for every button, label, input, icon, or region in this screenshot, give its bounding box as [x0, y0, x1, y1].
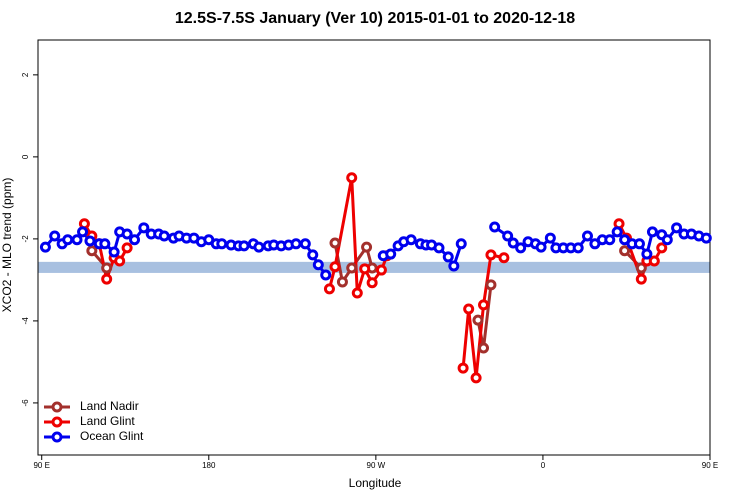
- legend-label: Land Glint: [80, 414, 135, 428]
- data-point: [77, 226, 89, 238]
- data-point: [312, 259, 324, 271]
- data-point: [535, 241, 547, 253]
- legend-label: Land Nadir: [80, 399, 139, 413]
- data-point: [121, 228, 133, 240]
- data-point: [62, 234, 74, 246]
- data-point: [478, 299, 490, 311]
- data-point: [121, 242, 133, 254]
- data-point: [507, 237, 519, 249]
- data-point: [108, 246, 120, 258]
- data-point: [290, 238, 302, 250]
- data-point: [138, 222, 150, 234]
- data-point: [158, 230, 170, 242]
- data-point: [656, 242, 668, 254]
- data-point: [39, 241, 51, 253]
- y-tick-label: 0: [21, 154, 30, 159]
- data-point: [442, 251, 454, 263]
- x-tick-label: 0: [541, 461, 546, 470]
- legend-marker: [51, 431, 63, 443]
- data-point: [470, 372, 482, 384]
- plot-frame: [37, 39, 711, 456]
- data-point: [489, 221, 501, 233]
- data-point: [604, 234, 616, 246]
- data-point: [346, 172, 358, 184]
- y-tick-label: -2: [21, 235, 30, 243]
- data-point: [101, 273, 113, 285]
- data-point: [502, 230, 514, 242]
- data-point: [84, 235, 96, 247]
- y-tick-label: -4: [21, 317, 30, 325]
- data-point: [129, 234, 141, 246]
- data-point: [329, 261, 341, 273]
- data-point: [101, 262, 113, 274]
- data-point: [329, 237, 341, 249]
- data-point: [433, 242, 445, 254]
- data-point: [253, 241, 265, 253]
- data-point: [307, 249, 319, 261]
- data-point: [478, 342, 490, 354]
- data-point: [366, 277, 378, 289]
- data-point: [49, 230, 61, 242]
- data-point: [572, 242, 584, 254]
- data-point: [472, 314, 484, 326]
- data-point: [385, 248, 397, 260]
- data-point: [671, 222, 683, 234]
- data-point: [320, 269, 332, 281]
- data-point: [375, 264, 387, 276]
- y-tick-label: -6: [21, 399, 30, 407]
- data-point: [648, 255, 660, 267]
- legend-marker: [51, 401, 63, 413]
- chart-title: 12.5S-7.5S January (Ver 10) 2015-01-01 t…: [175, 10, 575, 27]
- y-tick-label: 2: [21, 72, 30, 77]
- data-point: [485, 249, 497, 261]
- data-point: [581, 230, 593, 242]
- x-tick-label: 90 W: [367, 461, 386, 470]
- x-axis-label: Longitude: [349, 476, 402, 490]
- data-point: [455, 238, 467, 250]
- data-point: [498, 252, 510, 264]
- data-point: [323, 283, 335, 295]
- data-point: [359, 263, 371, 275]
- data-point: [457, 362, 469, 374]
- data-point: [646, 226, 658, 238]
- data-point: [635, 262, 647, 274]
- data-point: [485, 279, 497, 291]
- x-tick-label: 180: [202, 461, 216, 470]
- data-point: [635, 273, 647, 285]
- data-point: [641, 248, 653, 260]
- data-point: [336, 276, 348, 288]
- data-point: [351, 287, 363, 299]
- data-point: [619, 245, 631, 257]
- data-point: [661, 234, 673, 246]
- legend-marker: [51, 416, 63, 428]
- data-point: [86, 245, 98, 257]
- data-point: [544, 232, 556, 244]
- data-point: [99, 238, 111, 250]
- data-point: [700, 232, 712, 244]
- data-point: [346, 262, 358, 274]
- data-point: [405, 234, 417, 246]
- data-point: [361, 241, 373, 253]
- legend-label: Ocean Glint: [80, 429, 144, 443]
- data-point: [216, 238, 228, 250]
- data-point: [238, 240, 250, 252]
- data-point: [633, 238, 645, 250]
- data-point: [71, 234, 83, 246]
- data-point: [448, 260, 460, 272]
- data-point: [114, 255, 126, 267]
- data-point: [299, 238, 311, 250]
- data-point: [611, 226, 623, 238]
- x-tick-label: 90 E: [33, 461, 49, 470]
- data-point: [515, 242, 527, 254]
- series-line: [90, 242, 643, 349]
- x-tick-label: 90 E: [702, 461, 718, 470]
- y-axis-label: XCO2 - MLO trend (ppm): [0, 178, 14, 313]
- data-point: [463, 303, 475, 315]
